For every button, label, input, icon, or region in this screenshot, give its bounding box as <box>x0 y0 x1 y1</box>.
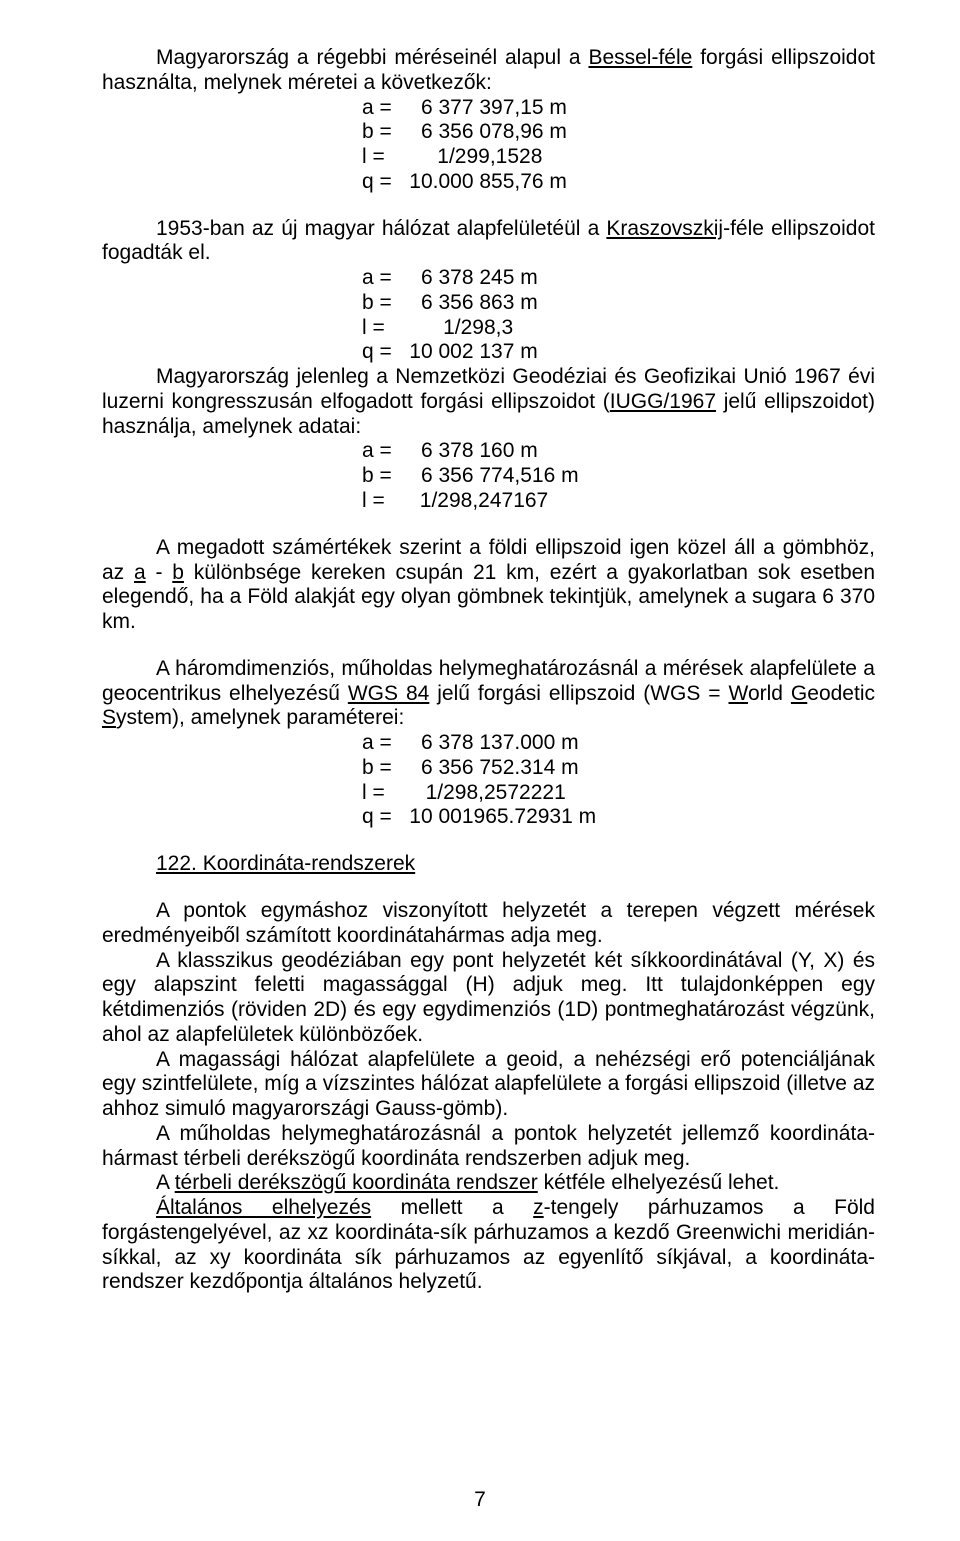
text: 1953-ban az új magyar hálózat alapfelüle… <box>156 217 606 240</box>
param-q: q = 10 001965.72931 m <box>362 805 875 830</box>
underline-bessel: Bessel-féle <box>588 46 692 69</box>
underline-s: S <box>102 706 116 729</box>
params-iugg: a = 6 378 160 m b = 6 356 774,516 m l = … <box>362 439 875 513</box>
underline-z: z <box>533 1196 544 1219</box>
underline-wgs84: WGS 84 <box>348 682 429 705</box>
param-l: l = 1/299,1528 <box>362 145 875 170</box>
param-b: b = 6 356 752.314 m <box>362 756 875 781</box>
paragraph-coords-4: A műholdas helymeghatározásnál a pontok … <box>102 1122 875 1172</box>
underline-heading: 122. Koordináta-rendszerek <box>156 852 415 875</box>
paragraph-wgs-intro: A háromdimenziós, műholdas helymeghatáro… <box>102 657 875 731</box>
param-a: a = 6 377 397,15 m <box>362 96 875 121</box>
params-wgs: a = 6 378 137.000 m b = 6 356 752.314 m … <box>362 731 875 830</box>
underline-g: G <box>791 682 807 705</box>
paragraph-iugg-intro: Magyarország jelenleg a Nemzetközi Geodé… <box>102 365 875 439</box>
document-page: Magyarország a régebbi méréseinél alapul… <box>0 0 960 1541</box>
param-b: b = 6 356 078,96 m <box>362 120 875 145</box>
section-heading-122: 122. Koordináta-rendszerek <box>102 852 875 877</box>
paragraph-sphere-approx: A megadott számértékek szerint a földi e… <box>102 536 875 635</box>
param-a: a = 6 378 245 m <box>362 266 875 291</box>
paragraph-coords-6: Általános elhelyezés mellett a z-tengely… <box>102 1196 875 1295</box>
text: különbsége kereken csupán 21 km, ezért a… <box>102 561 875 634</box>
underline-w: W <box>729 682 748 705</box>
underline-iugg: IUGG/1967 <box>610 390 716 413</box>
param-q: q = 10.000 855,76 m <box>362 170 875 195</box>
param-l: l = 1/298,3 <box>362 316 875 341</box>
underline-altalanos: Általános elhelyezés <box>156 1196 371 1219</box>
text: Magyarország a régebbi méréseinél alapul… <box>156 46 588 69</box>
text: kétféle elhelyezésű lehet. <box>538 1171 780 1194</box>
paragraph-kraszovszkij-intro: 1953-ban az új magyar hálózat alapfelüle… <box>102 217 875 267</box>
paragraph-bessel-intro: Magyarország a régebbi méréseinél alapul… <box>102 46 875 96</box>
param-a: a = 6 378 137.000 m <box>362 731 875 756</box>
paragraph-coords-1: A pontok egymáshoz viszonyított helyzeté… <box>102 899 875 949</box>
params-bessel: a = 6 377 397,15 m b = 6 356 078,96 m l … <box>362 96 875 195</box>
underline-b: b <box>172 561 184 584</box>
paragraph-coords-3: A magassági hálózat alapfelülete a geoid… <box>102 1048 875 1122</box>
text: orld <box>748 682 791 705</box>
underline-a: a <box>134 561 146 584</box>
text: - <box>146 561 173 584</box>
param-b: b = 6 356 863 m <box>362 291 875 316</box>
underline-terbeli: térbeli derékszögű koordináta rendszer <box>175 1171 538 1194</box>
underline-kraszovszkij: Kraszovszkij <box>606 217 723 240</box>
param-l: l = 1/298,247167 <box>362 489 875 514</box>
text: eodetic <box>807 682 875 705</box>
paragraph-coords-5: A térbeli derékszögű koordináta rendszer… <box>102 1171 875 1196</box>
params-kraszovszkij: a = 6 378 245 m b = 6 356 863 m l = 1/29… <box>362 266 875 365</box>
param-q: q = 10 002 137 m <box>362 340 875 365</box>
text: ystem), amelynek paraméterei: <box>116 706 404 729</box>
text: A <box>156 1171 175 1194</box>
paragraph-coords-2: A klasszikus geodéziában egy pont helyze… <box>102 949 875 1048</box>
param-l: l = 1/298,2572221 <box>362 781 875 806</box>
param-a: a = 6 378 160 m <box>362 439 875 464</box>
text: mellett a <box>371 1196 533 1219</box>
param-b: b = 6 356 774,516 m <box>362 464 875 489</box>
page-number: 7 <box>0 1488 960 1513</box>
text: jelű forgási ellipszoid (WGS = <box>429 682 728 705</box>
